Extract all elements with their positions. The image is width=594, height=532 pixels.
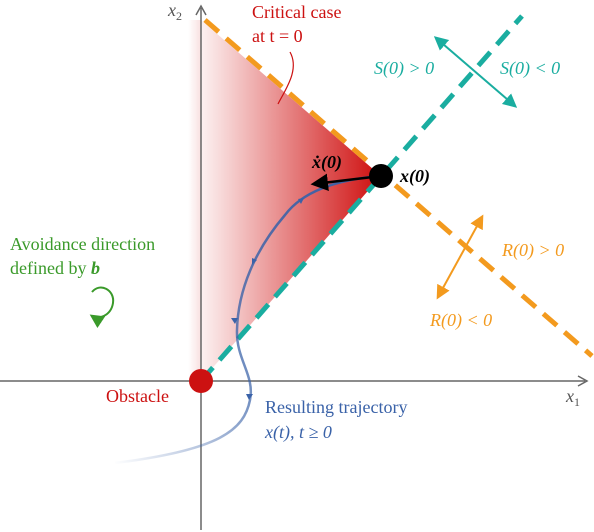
traj-arrow xyxy=(246,394,253,400)
velocity-label: ẋ(0) xyxy=(311,152,342,173)
s-negative: S(0) < 0 xyxy=(500,58,560,79)
y-axis-label: x2 xyxy=(167,0,182,23)
initial-point xyxy=(369,164,393,188)
r-negative: R(0) < 0 xyxy=(429,310,492,331)
traj-arrow xyxy=(298,198,304,204)
s-arrow xyxy=(433,36,518,108)
r-boundary xyxy=(203,18,594,358)
y-arrow xyxy=(195,4,207,16)
rotation-arrow xyxy=(89,286,115,329)
critical-line1: Critical case xyxy=(252,2,341,22)
callout xyxy=(277,51,294,105)
r-arrow xyxy=(436,214,484,300)
axes xyxy=(0,4,589,530)
avoidance-line2: defined by b xyxy=(10,258,100,278)
avoidance-line1: Avoidance direction xyxy=(10,234,155,254)
s-positive: S(0) > 0 xyxy=(374,58,434,79)
traj-arrow xyxy=(252,258,257,265)
r-positive: R(0) > 0 xyxy=(501,240,564,261)
trajectory-line1: Resulting trajectory xyxy=(265,397,407,417)
critical-region xyxy=(188,20,381,381)
obstacle-point xyxy=(189,369,213,393)
obstacle-label: Obstacle xyxy=(106,386,169,406)
critical-line2: at t = 0 xyxy=(252,26,303,46)
state-label: x(0) xyxy=(399,166,430,187)
x-arrow xyxy=(577,375,589,387)
traj-arrow xyxy=(231,318,238,324)
x-axis-label: x1 xyxy=(565,386,580,409)
trajectory-line2: x(t), t ≥ 0 xyxy=(264,422,332,443)
region-fade xyxy=(188,20,201,381)
region xyxy=(201,20,381,381)
trajectory-arrows xyxy=(231,198,304,400)
